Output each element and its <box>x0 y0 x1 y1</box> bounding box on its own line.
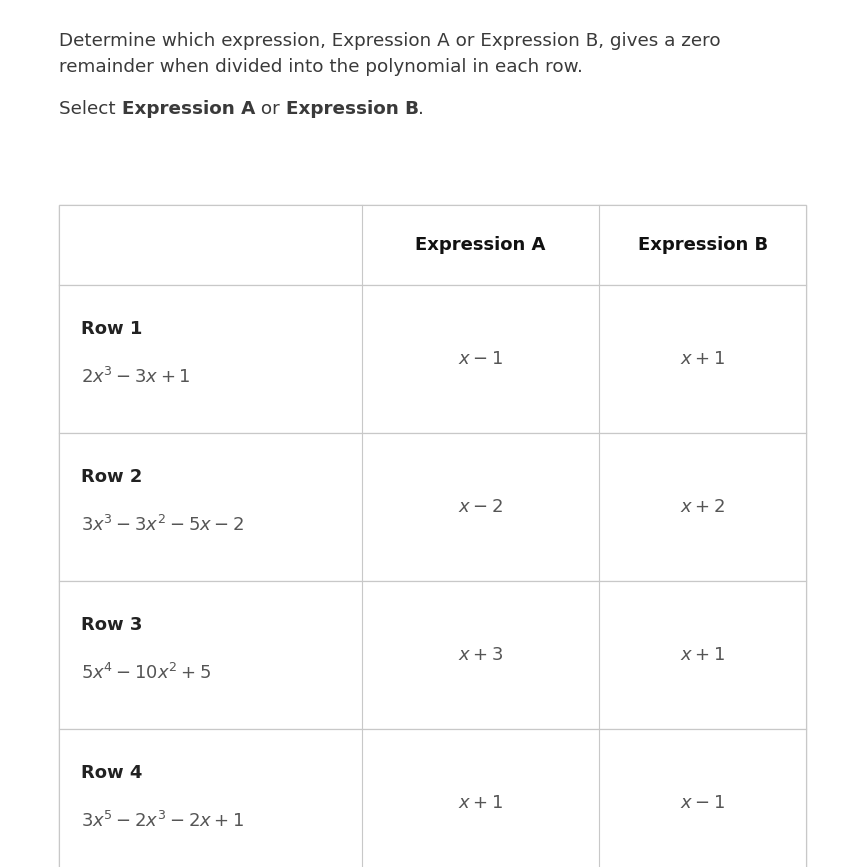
Text: Expression A: Expression A <box>415 236 546 254</box>
Text: $2x^3 - 3x + 1$: $2x^3 - 3x + 1$ <box>80 367 190 387</box>
Text: $x + 1$: $x + 1$ <box>458 794 503 812</box>
Bar <box>59 729 806 867</box>
Text: Row 3: Row 3 <box>80 616 142 635</box>
Bar <box>59 285 806 433</box>
Text: $x + 2$: $x + 2$ <box>681 498 725 516</box>
Bar <box>59 581 806 729</box>
Text: $3x^3 - 3x^2 - 5x - 2$: $3x^3 - 3x^2 - 5x - 2$ <box>80 515 244 535</box>
Text: Row 2: Row 2 <box>80 468 142 486</box>
Text: Determine which expression, Expression A or Expression B, gives a zero: Determine which expression, Expression A… <box>59 32 721 50</box>
Bar <box>59 205 806 867</box>
Text: Select: Select <box>59 100 121 118</box>
Bar <box>59 205 806 285</box>
Text: $x - 1$: $x - 1$ <box>458 350 503 368</box>
Text: $5x^4 - 10x^2 + 5$: $5x^4 - 10x^2 + 5$ <box>80 662 211 683</box>
Text: remainder when divided into the polynomial in each row.: remainder when divided into the polynomi… <box>59 58 583 76</box>
Text: $x + 1$: $x + 1$ <box>681 646 725 664</box>
Text: $x - 2$: $x - 2$ <box>458 498 503 516</box>
Text: $x - 1$: $x - 1$ <box>681 794 725 812</box>
Text: Expression B: Expression B <box>638 236 768 254</box>
Text: Expression A: Expression A <box>121 100 255 118</box>
Text: $3x^5 - 2x^3 - 2x + 1$: $3x^5 - 2x^3 - 2x + 1$ <box>80 811 244 831</box>
Bar <box>59 433 806 581</box>
Text: Expression B: Expression B <box>285 100 419 118</box>
Text: Row 1: Row 1 <box>80 321 142 338</box>
Text: Row 4: Row 4 <box>80 765 142 782</box>
Text: .: . <box>419 100 425 118</box>
Text: $x + 1$: $x + 1$ <box>681 350 725 368</box>
Text: or: or <box>255 100 285 118</box>
Text: $x + 3$: $x + 3$ <box>458 646 503 664</box>
